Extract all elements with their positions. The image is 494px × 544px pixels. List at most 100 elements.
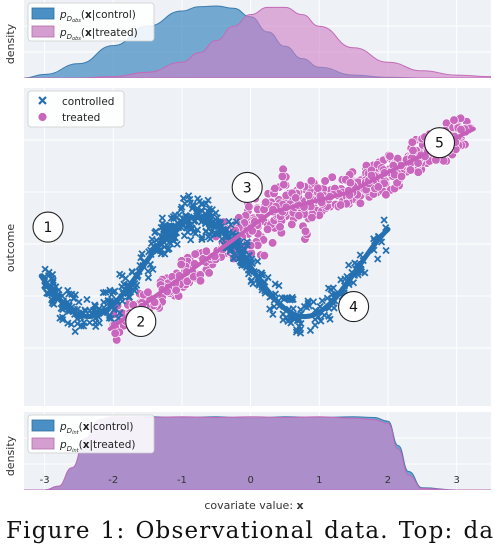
control-point (80, 322, 88, 330)
control-point-stroke (125, 293, 134, 301)
control-point-stroke (169, 212, 178, 221)
control-point (125, 293, 134, 301)
control-point (144, 274, 153, 282)
control-point-stroke (356, 251, 364, 259)
control-point-stroke (288, 295, 296, 304)
control-point-stroke (264, 273, 272, 282)
control-point-stroke (208, 205, 216, 214)
treated-point (259, 251, 269, 261)
control-point (56, 314, 64, 322)
control-point-stroke (69, 294, 78, 303)
annotation-1: 1 (32, 211, 64, 243)
legend-label-top-treated: pDobs(x|treated) (59, 27, 138, 42)
control-point (198, 233, 206, 241)
treated-point (413, 167, 423, 177)
control-point-stroke (293, 326, 301, 334)
control-point (275, 282, 283, 290)
treated-point (277, 171, 288, 182)
control-point (271, 280, 279, 288)
treated-point (201, 246, 211, 256)
control-point (306, 326, 315, 335)
control-point (317, 317, 325, 325)
control-point-stroke (186, 236, 195, 244)
control-point (105, 314, 113, 322)
caption-word: data. (324, 518, 389, 544)
control-point (71, 327, 79, 336)
annotation-circle (423, 127, 456, 159)
control-point (107, 314, 115, 323)
control-point-stroke (91, 301, 99, 309)
control-point (184, 192, 193, 200)
control-point (280, 295, 288, 303)
control-point-stroke (325, 304, 333, 312)
control-point (345, 261, 353, 269)
control-point-stroke (67, 320, 76, 329)
control-point (118, 272, 126, 280)
legend-marker-treated (37, 112, 48, 122)
control-point (99, 289, 107, 297)
control-point-stroke (50, 300, 58, 308)
treated-point (320, 176, 330, 186)
treated-point (294, 211, 304, 221)
caption-word: Figure (6, 518, 91, 544)
control-point-stroke (271, 280, 279, 288)
treated-point (110, 328, 120, 338)
annotation-circle (32, 211, 64, 243)
treated-point (327, 172, 337, 182)
legend-label-treated: treated (62, 112, 100, 124)
control-point-stroke (165, 238, 173, 247)
control-point-stroke (116, 309, 124, 317)
control-point-stroke (157, 245, 165, 253)
control-point (50, 300, 58, 308)
treated-point (355, 198, 366, 208)
control-point (230, 254, 238, 263)
control-point (288, 295, 296, 304)
treated-point (287, 219, 297, 229)
control-point (227, 221, 235, 229)
control-point (149, 265, 157, 274)
control-point-stroke (317, 317, 325, 325)
legend-swatch-bottom-treated (31, 437, 55, 450)
treated-point (204, 268, 214, 278)
control-point-stroke (211, 229, 219, 237)
caption-word: data (463, 518, 494, 544)
control-point-stroke (191, 229, 200, 238)
control-point-stroke (146, 246, 155, 254)
x-tick-label: -2 (108, 475, 118, 486)
control-point-stroke (158, 214, 166, 222)
control-point-stroke (44, 272, 53, 280)
treated-point (408, 145, 418, 156)
treated-point (405, 165, 416, 175)
control-point-stroke (345, 261, 353, 269)
control-point-stroke (349, 279, 358, 287)
legend-swatch-bottom-control (31, 419, 55, 432)
treated-point (373, 182, 383, 192)
control-point (374, 255, 382, 263)
annotation-2: 2 (125, 305, 157, 338)
top-density-panel: density pDobs(x|control) pDobs(x|treated… (4, 0, 491, 78)
control-point-stroke (99, 289, 107, 297)
control-point-stroke (118, 283, 126, 291)
treated-point (336, 200, 346, 210)
control-point (326, 315, 334, 323)
x-tick-label: -3 (40, 475, 50, 486)
control-point-stroke (179, 194, 188, 202)
treated-point (295, 180, 305, 190)
control-point (67, 320, 76, 329)
treated-point (385, 151, 395, 161)
middle-scatter-panel: 1 2 3 4 5 outcome controlled treated (4, 88, 491, 406)
control-point (356, 251, 364, 259)
annotation-4: 4 (338, 291, 370, 323)
control-point-stroke (83, 295, 91, 304)
control-point-stroke (382, 246, 390, 255)
control-point-stroke (178, 203, 186, 211)
control-point (243, 238, 251, 246)
control-point (232, 218, 241, 226)
control-point-stroke (111, 304, 119, 313)
control-point (361, 269, 369, 277)
control-point (194, 195, 202, 203)
treated-point (381, 190, 391, 200)
control-point (208, 205, 216, 214)
treated-point (263, 224, 273, 234)
treated-point (304, 190, 314, 200)
